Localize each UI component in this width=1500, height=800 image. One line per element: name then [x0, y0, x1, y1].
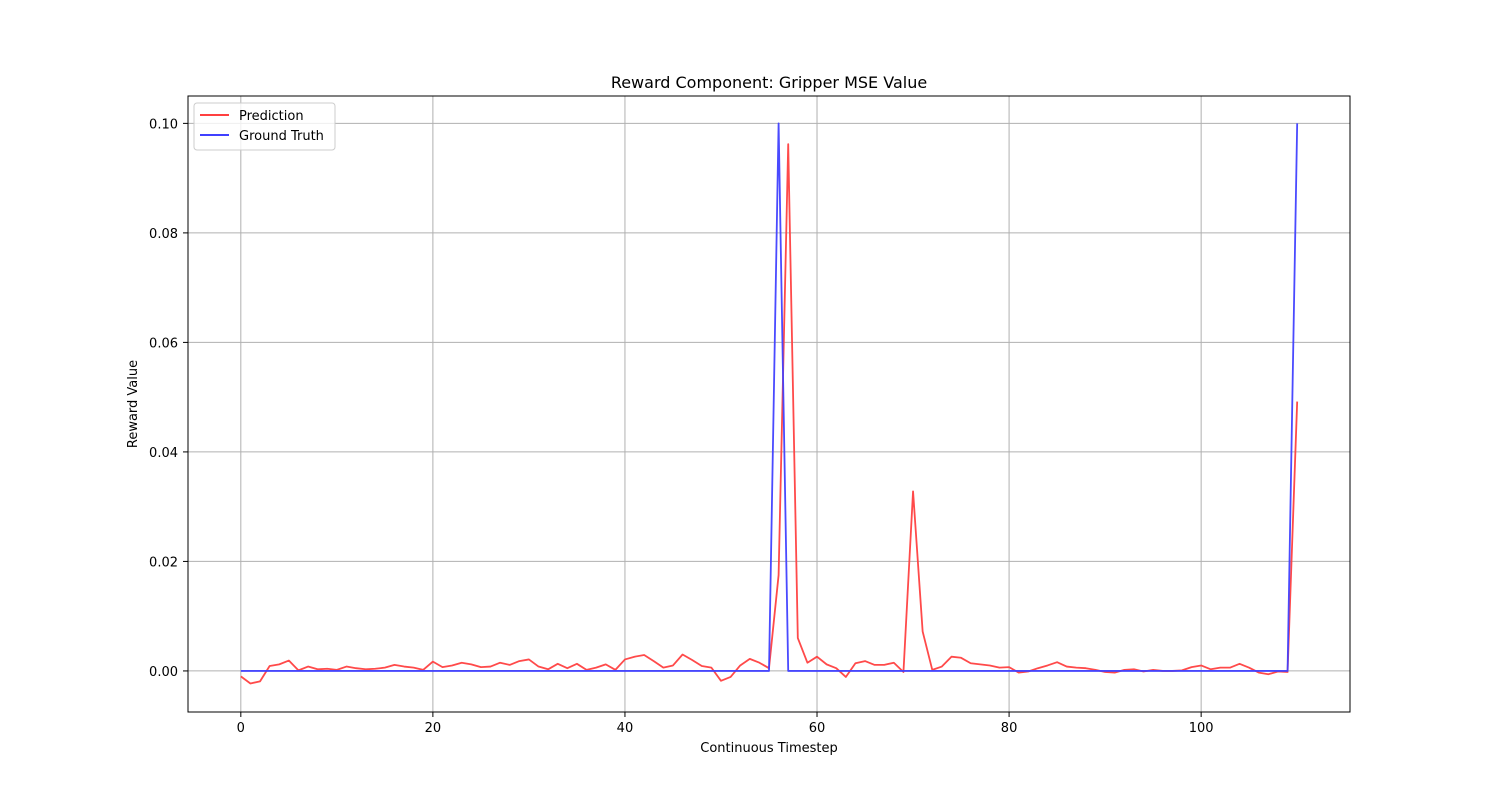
- series-layer: [240, 122, 1299, 685]
- legend-box: [193, 102, 336, 151]
- x-tick-label: 0: [237, 721, 245, 736]
- x-tick-label: 60: [809, 721, 826, 736]
- y-tick-label: 0.08: [149, 227, 178, 242]
- plot-frame: [187, 95, 1351, 713]
- x-tick-label: 20: [425, 721, 442, 736]
- x-axis: 0 20 40 60 80 100: [237, 712, 1214, 736]
- y-tick-label: 0.04: [149, 446, 178, 461]
- x-tick-label: 40: [617, 721, 634, 736]
- y-axis-label: Reward Value: [126, 360, 141, 448]
- chart-title: Reward Component: Gripper MSE Value: [611, 73, 927, 92]
- x-tick-label: 80: [1001, 721, 1018, 736]
- y-tick-label: 0.10: [149, 117, 178, 132]
- x-axis-label: Continuous Timestep: [700, 741, 838, 756]
- legend-label-ground-truth: Ground Truth: [239, 129, 324, 144]
- y-tick-label: 0.02: [149, 555, 178, 570]
- legend-label-prediction: Prediction: [239, 109, 304, 124]
- y-tick-label: 0.06: [149, 336, 178, 351]
- series-line-ground-truth: [240, 122, 1299, 672]
- x-tick-label: 100: [1189, 721, 1214, 736]
- y-axis: 0.00 0.02 0.04 0.06 0.08 0.10: [149, 117, 188, 680]
- y-tick-label: 0.00: [149, 665, 178, 680]
- legend: Prediction Ground Truth: [193, 102, 336, 151]
